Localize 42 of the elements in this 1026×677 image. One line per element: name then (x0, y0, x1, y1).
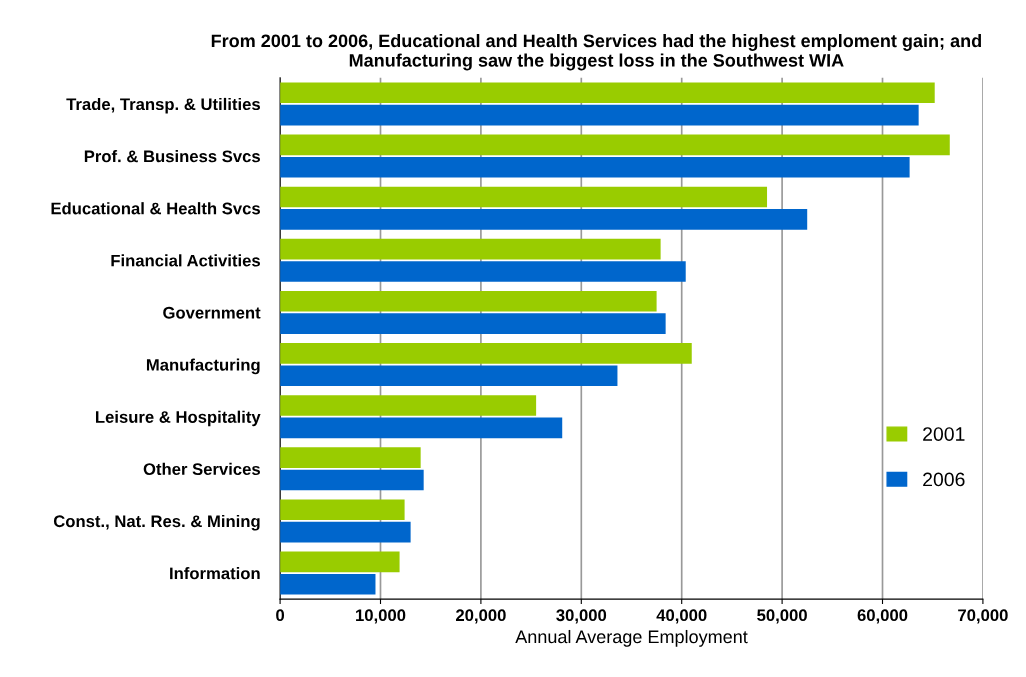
bar (280, 551, 400, 573)
y-tick-label: Leisure & Hospitality (96, 410, 261, 427)
y-tick-label: Const., Nat. Res. & Mining (53, 514, 260, 531)
bar (280, 521, 411, 543)
y-tick-label: Government (163, 306, 261, 319)
y-tick-label: Educational & Health Svcs (51, 202, 260, 215)
y-tick-label: Prof. & Business Svcs (84, 150, 260, 163)
bar (280, 447, 421, 468)
bar (280, 365, 618, 387)
x-tick-label: 10,000 (356, 609, 406, 624)
bar (280, 134, 950, 156)
x-tick-label: 40,000 (656, 609, 707, 624)
x-tick-label: 50,000 (757, 609, 807, 624)
bar (280, 573, 376, 595)
bar (280, 104, 919, 126)
x-tick-label: 20,000 (455, 609, 506, 624)
y-tick-label: Financial Activities (111, 254, 260, 267)
bar (280, 186, 768, 208)
bar (280, 82, 935, 104)
x-tick-label: 0 (276, 609, 285, 622)
bar (280, 343, 692, 364)
bar (280, 395, 537, 416)
bar (280, 156, 910, 178)
x-tick-label: 70,000 (958, 609, 1008, 624)
bar (280, 417, 563, 439)
x-tick-label: 30,000 (556, 609, 607, 624)
bar (280, 290, 657, 312)
y-tick-label: Trade, Transp. & Utilities (66, 97, 260, 114)
legend-label: 2006 (923, 472, 965, 487)
bar (280, 209, 808, 230)
y-tick-label: Manufacturing (146, 358, 260, 375)
x-tick-label: 60,000 (857, 609, 908, 624)
x-axis-title: Annual Average Employment (515, 629, 748, 647)
bar (280, 313, 666, 334)
bar (280, 238, 661, 260)
bar (280, 469, 424, 491)
bar (280, 499, 405, 521)
y-tick-label: Information (170, 567, 260, 580)
y-tick-label: Other Services (143, 462, 260, 476)
bar (280, 261, 686, 282)
legend-label: 2001 (923, 427, 965, 441)
chart-title: From 2001 to 2006, Educational and Health Services had the highest emploment gain; and Manufacturing saw the biggest loss in the Southwest WIA (211, 33, 981, 71)
